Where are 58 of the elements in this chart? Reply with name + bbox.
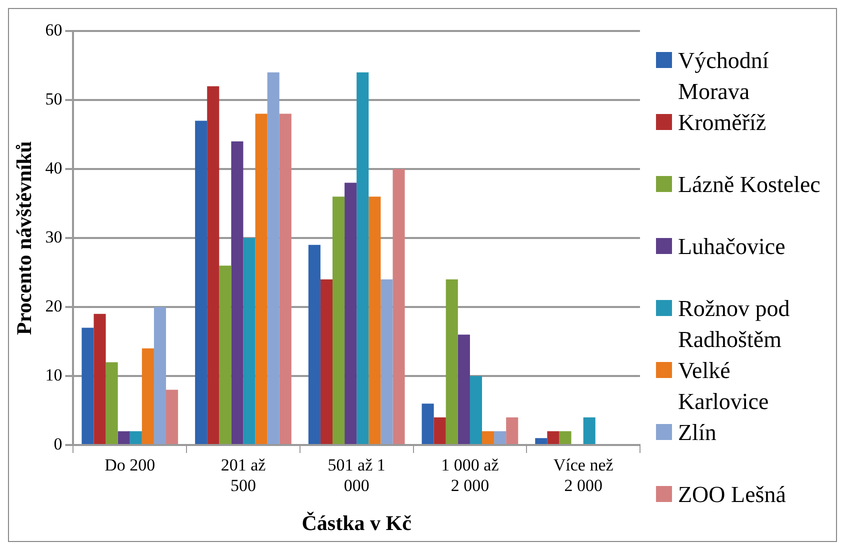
legend-label: ZOO Lešná bbox=[678, 481, 786, 509]
y-tick-label: 60 bbox=[45, 20, 62, 40]
bar bbox=[82, 328, 94, 444]
bar bbox=[195, 120, 208, 444]
bar bbox=[308, 244, 320, 444]
legend-label: Luhačovice bbox=[678, 233, 786, 261]
bar bbox=[231, 141, 244, 444]
bar bbox=[434, 417, 446, 444]
bar bbox=[94, 314, 106, 444]
legend-label: Východní Morava bbox=[678, 47, 770, 106]
x-tick-label: 201 až 500 bbox=[220, 456, 266, 496]
x-axis-title: Částka v Kč bbox=[302, 510, 412, 535]
bar bbox=[332, 196, 345, 444]
y-tick-label: 50 bbox=[45, 89, 62, 108]
bar bbox=[142, 348, 154, 444]
bar bbox=[166, 390, 178, 444]
bar bbox=[154, 307, 166, 444]
legend-label: Velké Karlovice bbox=[678, 357, 770, 416]
bar bbox=[356, 72, 369, 444]
y-tick-label: 0 bbox=[54, 434, 62, 454]
y-tick-label: 10 bbox=[45, 365, 62, 384]
y-tick-label: 20 bbox=[45, 296, 62, 316]
bar bbox=[392, 169, 405, 444]
bar bbox=[458, 334, 470, 444]
bar bbox=[255, 114, 268, 444]
bar bbox=[470, 376, 482, 444]
bar bbox=[494, 431, 506, 444]
bar bbox=[446, 279, 458, 444]
bar bbox=[267, 72, 280, 444]
y-tick-label: 30 bbox=[45, 227, 62, 246]
bar bbox=[344, 182, 357, 444]
bar bbox=[368, 196, 381, 444]
bar bbox=[380, 279, 393, 444]
x-tick-label: Více než 2 000 bbox=[553, 456, 614, 496]
bar bbox=[243, 238, 256, 444]
bar bbox=[535, 438, 548, 444]
bar bbox=[130, 431, 142, 444]
bar bbox=[118, 431, 130, 444]
legend-label: Kroměříž bbox=[678, 109, 766, 137]
bar bbox=[482, 431, 494, 444]
y-tick-label: 40 bbox=[45, 158, 62, 178]
bar bbox=[559, 431, 572, 444]
legend-label: Rožnov pod Radhoštěm bbox=[678, 295, 791, 354]
bar bbox=[106, 362, 118, 444]
legend-label: Zlín bbox=[678, 419, 716, 447]
legend-label: Lázně Kostelec bbox=[678, 171, 820, 199]
bar bbox=[547, 431, 560, 444]
bar bbox=[506, 417, 518, 444]
x-tick-label: 1 000 až 2 000 bbox=[441, 456, 500, 496]
y-axis-title: Procento návštěvníků bbox=[12, 140, 36, 335]
bar bbox=[320, 279, 333, 444]
bar bbox=[422, 404, 434, 444]
bar bbox=[279, 114, 292, 444]
x-tick-label: 501 až 1 000 bbox=[328, 456, 386, 496]
x-tick-label: Do 200 bbox=[104, 456, 156, 475]
bar bbox=[583, 417, 596, 444]
bar bbox=[207, 86, 220, 444]
bar bbox=[219, 266, 232, 444]
